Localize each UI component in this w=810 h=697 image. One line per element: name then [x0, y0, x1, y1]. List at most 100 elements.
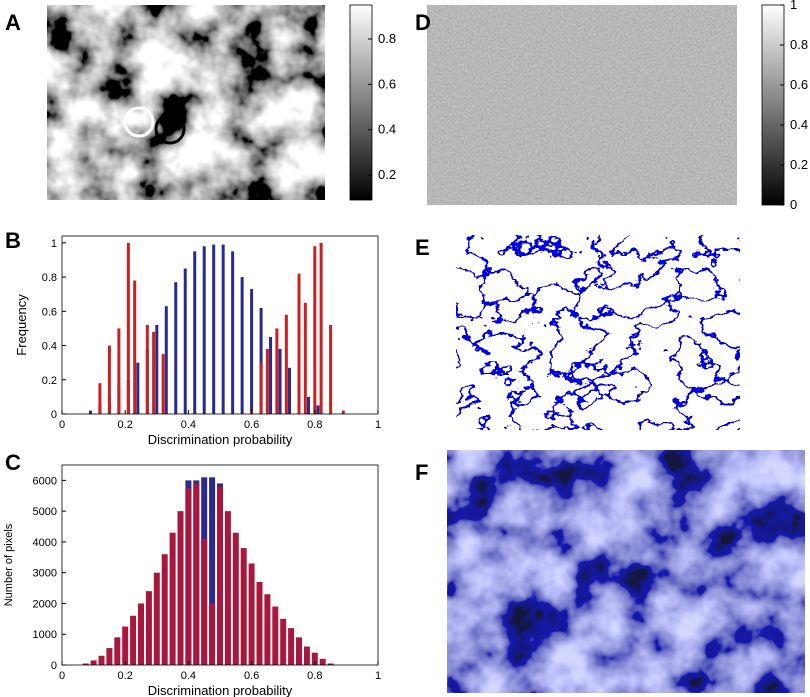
colorbar-tick-label: 0.8 [790, 37, 808, 52]
colorbar-tick-label: 0 [790, 197, 797, 212]
bar [117, 328, 121, 414]
bar [316, 405, 320, 414]
image-f-overlay [447, 450, 805, 693]
y-tick-label: 3000 [33, 568, 57, 580]
bar [133, 280, 137, 414]
x-tick-label: 1 [375, 419, 381, 431]
panel-label: E [415, 235, 430, 260]
image-a [47, 5, 325, 200]
bar [303, 646, 310, 665]
bar [90, 660, 97, 665]
image-d [427, 5, 737, 205]
bar [221, 244, 225, 414]
bar [272, 606, 279, 665]
bar [311, 652, 318, 665]
y-tick-label: 6000 [33, 475, 57, 487]
bar [280, 618, 287, 665]
x-tick-label: 0 [59, 419, 65, 431]
bar [284, 314, 288, 414]
panel-label: B [5, 228, 21, 253]
bar [98, 655, 105, 665]
y-tick-label: 0 [51, 660, 57, 672]
y-tick-label: 0.2 [42, 375, 57, 387]
bar [288, 628, 295, 665]
x-tick-label: 0.4 [181, 670, 196, 682]
bar [161, 354, 165, 414]
bar [152, 331, 156, 414]
image-f [447, 450, 805, 693]
bar [224, 511, 231, 665]
colorbar-tick-label: 0.6 [790, 77, 808, 92]
bar [202, 246, 206, 414]
bar [319, 658, 326, 665]
bar [130, 615, 137, 665]
bar [174, 282, 178, 414]
bar [122, 626, 129, 665]
x-tick-label: 0.2 [118, 419, 133, 431]
bar [250, 289, 254, 414]
circle-white [123, 106, 155, 138]
bar [212, 244, 216, 414]
bar [231, 251, 235, 414]
bar [259, 362, 263, 414]
bar [107, 345, 111, 414]
colorbar-tick-label: 0.4 [378, 122, 396, 137]
bar [341, 410, 345, 414]
x-tick-label: 0.6 [244, 670, 259, 682]
bar [177, 511, 184, 665]
bar [185, 488, 192, 665]
colorbar [349, 4, 373, 201]
bar [153, 572, 160, 665]
bar [209, 477, 216, 665]
bar [169, 532, 176, 665]
bar [126, 242, 130, 414]
bar [259, 307, 263, 414]
bar [193, 251, 197, 414]
bar [303, 302, 307, 414]
bar [319, 242, 323, 414]
bar [329, 325, 333, 414]
axes-box [61, 235, 379, 415]
bar [217, 486, 223, 665]
bar [275, 328, 279, 414]
bar [98, 383, 102, 414]
bar [136, 362, 140, 414]
y-tick-label: 2000 [33, 598, 57, 610]
y-tick-label: 4000 [33, 537, 57, 549]
bar [288, 367, 292, 414]
bar [145, 325, 149, 414]
axes-box [61, 464, 379, 666]
bar [114, 637, 121, 665]
bar [297, 273, 301, 414]
bar [106, 648, 113, 665]
x-tick-label: 0 [59, 670, 65, 682]
colorbar-tick-label: 0.2 [378, 167, 396, 182]
bar [248, 563, 255, 665]
bar [82, 663, 89, 665]
panel-label: D [415, 10, 431, 35]
colorbar-tick-label: 0.6 [378, 76, 396, 91]
bar [306, 396, 310, 414]
x-tick-label: 0.2 [118, 670, 133, 682]
x-tick-label: 1 [375, 670, 381, 682]
bar [183, 268, 187, 414]
bar [327, 663, 334, 665]
bar [193, 483, 200, 665]
bar [296, 637, 302, 665]
bar [265, 348, 269, 414]
colorbar-tick-label: 0.8 [378, 31, 396, 46]
panel-label: C [5, 450, 21, 475]
bar [278, 348, 282, 414]
bar [232, 532, 239, 665]
x-axis-label: Discrimination probability [148, 432, 293, 447]
y-tick-label: 0 [51, 409, 57, 421]
y-tick-label: 5000 [33, 506, 57, 518]
bar [269, 336, 273, 414]
circle-black [154, 113, 186, 145]
y-tick-label: 0.8 [42, 272, 57, 284]
bar [155, 325, 159, 414]
bar [209, 603, 216, 665]
bar [145, 591, 152, 665]
y-axis-label: Frequency [14, 294, 29, 356]
colorbar-tick-label: 0.4 [790, 117, 808, 132]
